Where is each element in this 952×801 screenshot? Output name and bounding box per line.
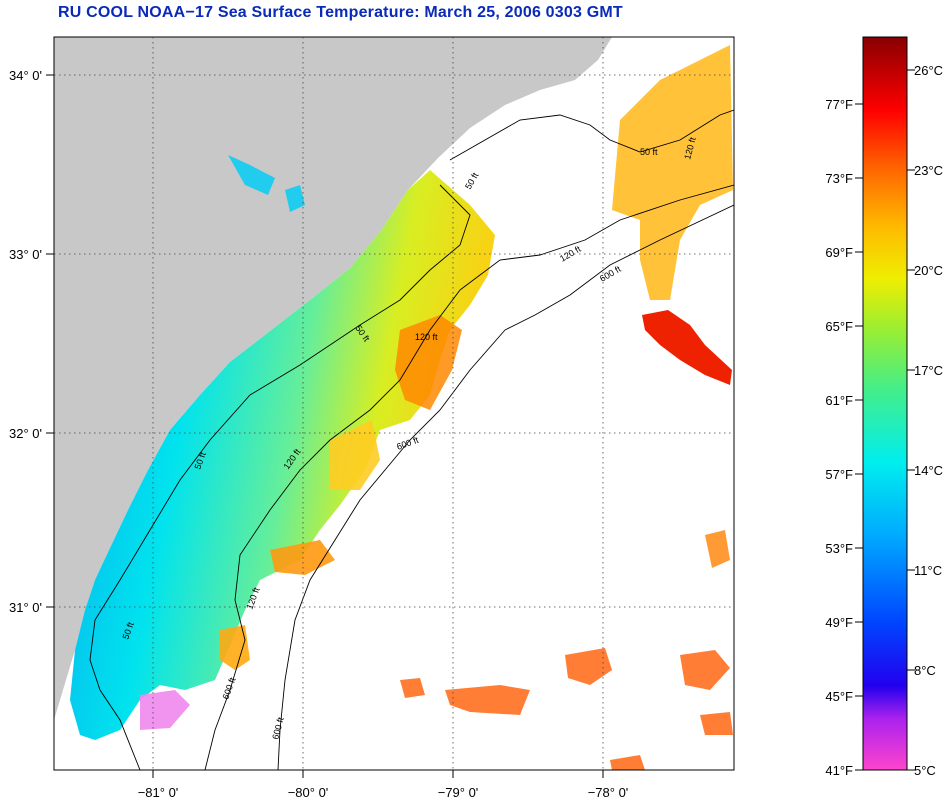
- colorbar-f-label: 57°F: [825, 467, 853, 482]
- lat-tick-label: 33° 0': [9, 247, 42, 262]
- colorbar-ticks: [855, 69, 915, 771]
- axis-ticks: [46, 74, 604, 778]
- colorbar-f-label: 69°F: [825, 245, 853, 260]
- sst-warm-patch: [565, 648, 612, 685]
- colorbar: 77°F 73°F 69°F 65°F 61°F 57°F 53°F 49°F …: [825, 36, 943, 778]
- sst-warm-patch: [395, 315, 462, 410]
- lat-tick-label: 32° 0': [9, 426, 42, 441]
- land-area: [54, 37, 612, 720]
- colorbar-c-label: 26°C: [914, 63, 943, 78]
- colorbar-c-label: 17°C: [914, 363, 943, 378]
- colorbar-gradient: [862, 36, 908, 771]
- sst-coastal-band: [70, 170, 495, 740]
- sst-warm-patch: [610, 755, 645, 770]
- map-panel: [54, 37, 734, 770]
- sst-warm-patch: [445, 685, 530, 715]
- lon-tick-label: −78° 0': [588, 785, 629, 800]
- colorbar-f-label: 49°F: [825, 615, 853, 630]
- lon-tick-label: −79° 0': [438, 785, 479, 800]
- sst-warm-patch: [330, 420, 380, 490]
- map-frame: [53, 36, 735, 771]
- sst-warm-patch: [140, 690, 190, 730]
- colorbar-c-label: 5°C: [914, 763, 936, 778]
- colorbar-f-label: 73°F: [825, 171, 853, 186]
- colorbar-f-label: 53°F: [825, 541, 853, 556]
- lon-tick-label: −81° 0': [138, 785, 179, 800]
- colorbar-c-label: 20°C: [914, 263, 943, 278]
- sst-warm-patch: [285, 185, 305, 212]
- colorbar-f-label: 41°F: [825, 763, 853, 778]
- contour-label: 50 ft: [640, 147, 658, 157]
- sst-warm-patch: [642, 310, 732, 385]
- contour-label: 120 ft: [415, 332, 438, 342]
- lat-tick-label: 34° 0': [9, 68, 42, 83]
- sst-warm-patch: [228, 155, 275, 195]
- sst-warm-patch: [705, 530, 730, 568]
- colorbar-f-label: 77°F: [825, 97, 853, 112]
- graticule: [54, 37, 734, 770]
- bathymetry-contours: [89, 109, 734, 770]
- sst-warm-patch: [220, 625, 250, 670]
- sst-warm-patch: [612, 45, 733, 300]
- colorbar-c-label: 8°C: [914, 663, 936, 678]
- map-title: RU COOL NOAA−17 Sea Surface Temperature:…: [58, 4, 623, 21]
- lat-tick-label: 31° 0': [9, 600, 42, 615]
- lon-tick-label: −80° 0': [288, 785, 329, 800]
- colorbar-c-label: 14°C: [914, 463, 943, 478]
- colorbar-c-label: 11°C: [914, 563, 942, 578]
- colorbar-f-label: 65°F: [825, 319, 853, 334]
- colorbar-f-label: 45°F: [825, 689, 853, 704]
- sst-warm-patch: [700, 712, 733, 735]
- colorbar-c-label: 23°C: [914, 163, 943, 178]
- sst-warm-patch: [400, 678, 425, 698]
- sst-warm-patch: [680, 650, 730, 690]
- colorbar-f-label: 61°F: [825, 393, 853, 408]
